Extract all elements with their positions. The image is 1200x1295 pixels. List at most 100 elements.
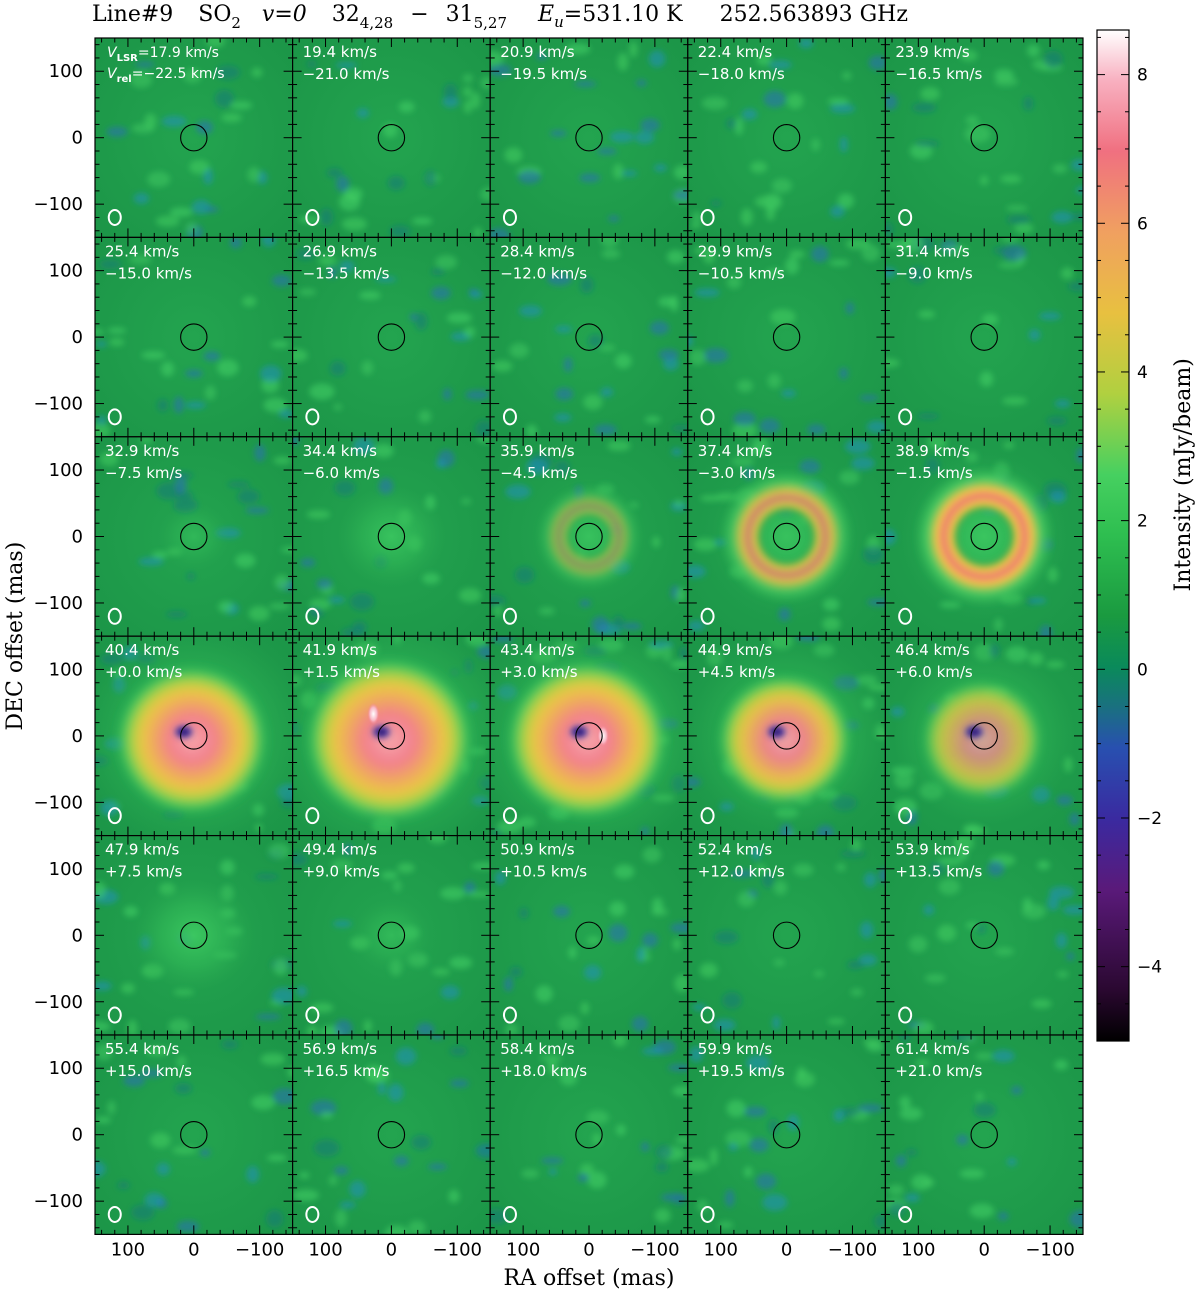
colorbar-tick-label: −4 — [1137, 958, 1162, 978]
panel-ticks — [292, 38, 491, 238]
channel-image — [292, 237, 491, 437]
beam-ellipse — [502, 408, 517, 426]
stellar-disk-circle — [377, 921, 406, 950]
figure-title: Line#9 SO2 v=0 324,28 − 315,27 Eu=531.10… — [92, 2, 908, 32]
stellar-disk-circle — [575, 123, 603, 152]
channel-panel: 40.4 km/s +0.0 km/s 100 0 −100 — [34, 635, 294, 837]
panel-ticks — [95, 636, 293, 836]
panel-ticks — [687, 38, 886, 238]
panel-ticks — [885, 237, 1083, 437]
beam-ellipse — [700, 408, 715, 426]
y-tick-label: 0 — [72, 128, 83, 149]
channel-panel: 52.4 km/s +12.0 km/s — [687, 834, 886, 1036]
stellar-disk-circle — [180, 123, 208, 152]
x-tick-label: 0 — [188, 1239, 199, 1260]
panel-ticks — [687, 436, 886, 637]
y-tick-label: 100 — [49, 659, 83, 680]
vrel-label: +1.5 km/s — [303, 663, 381, 681]
noise-texture — [490, 41, 688, 238]
panel-ticks — [292, 436, 491, 637]
vlsr-label: 38.9 km/s — [895, 442, 970, 460]
stellar-disk-circle — [575, 722, 603, 750]
title-species-sub: 2 — [231, 14, 241, 32]
channel-image — [95, 38, 293, 238]
colorbar-ramp — [1096, 29, 1130, 1042]
noise-texture — [687, 238, 886, 437]
title-eu-sub: u — [554, 13, 564, 31]
stellar-disk-circle — [575, 323, 603, 351]
vlsr-subscript: LSR — [117, 53, 139, 64]
panel-ticks — [885, 38, 1083, 238]
noise-texture — [690, 38, 886, 229]
vrel-label: −3.0 km/s — [698, 464, 776, 482]
y-tick-label: 100 — [49, 261, 83, 282]
stellar-disk-circle — [772, 1120, 801, 1149]
channel-panel: 26.9 km/s −13.5 km/s — [292, 236, 491, 438]
noise-texture — [687, 1038, 886, 1229]
vlsr-label: 58.4 km/s — [500, 1040, 575, 1058]
vlsr-label: 29.9 km/s — [698, 242, 773, 260]
vlsr-label: 56.9 km/s — [303, 1040, 378, 1058]
channel-panel: 22.4 km/s −18.0 km/s — [687, 37, 886, 238]
channel-panel: 19.4 km/s −21.0 km/s — [292, 37, 491, 238]
y-tick-label: −100 — [34, 194, 83, 215]
vrel-label: +21.0 km/s — [895, 1062, 982, 1080]
vrel-label: +12.0 km/s — [698, 863, 785, 881]
channel-image — [687, 436, 886, 637]
vlsr-label: 61.4 km/s — [895, 1040, 970, 1058]
channel-panel: 25.4 km/s −15.0 km/s 100 0 −100 — [34, 236, 294, 438]
emission-faint — [336, 486, 447, 587]
panel-ticks — [490, 636, 688, 836]
channel-panel: 55.4 km/s +15.0 km/s 100 0 −100 100 0 −100 — [34, 1034, 294, 1260]
vlsr-label: 53.9 km/s — [895, 841, 970, 859]
image-background — [885, 1035, 1083, 1235]
emission-ring — [537, 484, 641, 589]
vrel-label: −21.0 km/s — [303, 65, 390, 83]
emission-core — [718, 675, 851, 805]
panel-ticks — [885, 636, 1083, 836]
vrel-label: +0.0 km/s — [105, 663, 183, 681]
colorbar-tick-label: 2 — [1137, 512, 1148, 532]
stellar-disk-circle — [970, 921, 998, 950]
stellar-disk-circle — [575, 921, 603, 950]
x-tick-label: −100 — [433, 1239, 482, 1260]
x-tick-label: −100 — [235, 1239, 284, 1260]
emission-core — [507, 662, 667, 818]
stellar-disk-circle — [377, 323, 406, 351]
channel-panel: 58.4 km/s +18.0 km/s 100 0 −100 — [489, 1034, 689, 1260]
absorption-dip — [568, 723, 590, 740]
absorption-dip — [172, 723, 195, 740]
vrel-label: −16.5 km/s — [895, 65, 982, 83]
stellar-disk-circle — [772, 722, 801, 750]
channel-image — [885, 38, 1084, 238]
vrel-value: =−22.5 km/s — [132, 66, 225, 82]
channel-panel: 38.9 km/s −1.5 km/s — [884, 436, 1084, 637]
channel-panel: 29.9 km/s −10.5 km/s — [687, 236, 886, 438]
vlsr-label: 35.9 km/s — [500, 442, 575, 460]
panel-ticks — [292, 835, 491, 1035]
vrel-label: +6.0 km/s — [895, 663, 973, 681]
vlsr-value: =17.9 km/s — [138, 45, 219, 61]
beam-ellipse — [502, 208, 517, 226]
noise-texture — [692, 838, 886, 1032]
stellar-disk-circle — [377, 722, 406, 750]
channel-image — [292, 38, 491, 238]
channel-panel: 23.9 km/s −16.5 km/s — [884, 37, 1084, 238]
vrel-label: −19.5 km/s — [500, 65, 587, 83]
title-dash: − — [410, 2, 428, 27]
absorption-dip — [765, 723, 788, 740]
beam-ellipse — [107, 1205, 122, 1223]
y-tick-label: −100 — [34, 992, 83, 1013]
emission-core — [306, 658, 472, 821]
vrel-label: +3.0 km/s — [500, 663, 578, 681]
channel-panel: 31.4 km/s −9.0 km/s — [884, 236, 1084, 438]
y-tick-label: 100 — [49, 1058, 83, 1079]
vlsr-label: 26.9 km/s — [303, 242, 378, 260]
title-freq: 252.563893 GHz — [720, 2, 908, 27]
channel-panel: 59.9 km/s +19.5 km/s 100 0 −100 — [687, 1034, 886, 1260]
vrel-label: −10.5 km/s — [698, 264, 785, 282]
vrel-label: −15.0 km/s — [105, 264, 192, 282]
panel-ticks — [885, 436, 1083, 637]
title-lower-sub: 5,27 — [474, 14, 507, 32]
